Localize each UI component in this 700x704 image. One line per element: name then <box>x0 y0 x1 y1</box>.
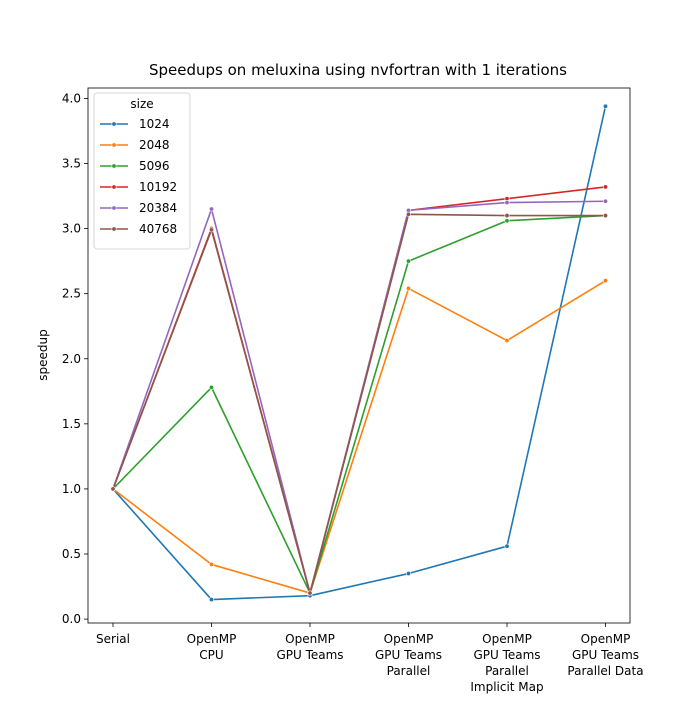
plot-area: 0.0 0.5 1.0 1.5 2.0 2.5 3.0 3.5 4.0 Serial OpenMP C… <box>62 87 644 694</box>
series-line-5096 <box>112 214 606 594</box>
x-tick-label: OpenMP GPU Teams Parallel Data <box>567 632 643 678</box>
data-point-1024 <box>504 543 510 549</box>
legend-marker-5096 <box>111 163 117 169</box>
y-tick-label: 3.5 <box>62 156 81 170</box>
data-point-20384 <box>602 198 608 204</box>
legend-label-40768: 40768 <box>139 222 177 236</box>
data-point-1024 <box>405 571 411 577</box>
axes-frame <box>87 87 631 624</box>
x-tick-label: OpenMP GPU Teams Parallel Implicit Map <box>470 632 543 694</box>
x-tick-label-line: OpenMP <box>285 632 335 646</box>
data-point-40768 <box>504 213 510 219</box>
series-line-1024 <box>112 106 607 601</box>
data-point-20384 <box>209 206 215 212</box>
x-tick-label-line: OpenMP <box>581 632 631 646</box>
x-tick-label: Serial <box>96 632 130 646</box>
data-point-2048 <box>504 338 510 344</box>
y-tick-label: 0.5 <box>62 547 81 561</box>
x-tick-label: OpenMP CPU <box>187 632 237 662</box>
x-tick-label-line: GPU Teams <box>572 648 639 662</box>
legend-label-2048: 2048 <box>139 138 170 152</box>
legend-label-20384: 20384 <box>139 201 177 215</box>
data-point-2048 <box>405 285 411 291</box>
legend-marker-1024 <box>111 121 117 127</box>
legend-marker-20384 <box>111 205 117 211</box>
data-point-2048 <box>209 561 215 567</box>
data-point-20384 <box>504 200 510 206</box>
data-point-10192 <box>602 184 608 190</box>
legend-box <box>93 92 191 250</box>
legend-title: size <box>130 97 153 111</box>
x-tick-label-line: GPU Teams <box>276 648 343 662</box>
x-tick-label-line: OpenMP <box>482 632 532 646</box>
chart-title: Speedups on meluxina using nvfortran wit… <box>149 61 567 79</box>
x-tick-label-line: CPU <box>199 648 223 662</box>
legend-marker-2048 <box>111 142 117 148</box>
y-tick-label: 4.0 <box>62 91 81 105</box>
data-point-1024 <box>209 597 215 603</box>
x-tick-label-line: Parallel Data <box>567 664 643 678</box>
x-tick-label-line: OpenMP <box>187 632 237 646</box>
x-tick-label-line: Serial <box>96 632 130 646</box>
data-point-40768 <box>602 213 608 219</box>
y-tick-label: 0.0 <box>62 612 81 626</box>
x-tick-label-line: Parallel <box>387 664 431 678</box>
x-tick-label-line: OpenMP <box>384 632 434 646</box>
x-tick-label-line: GPU Teams <box>375 648 442 662</box>
legend-label-10192: 10192 <box>139 180 177 194</box>
data-point-2048 <box>602 278 608 284</box>
series-line-2048 <box>112 279 606 594</box>
data-point-5096 <box>405 258 411 264</box>
x-tick-label-line: Implicit Map <box>470 680 543 694</box>
legend-label-5096: 5096 <box>139 159 170 173</box>
y-tick-label: 2.0 <box>62 352 81 366</box>
legend-marker-40768 <box>111 226 117 232</box>
legend: size 1024 2048 5096 10192 20384 40768 <box>93 92 191 250</box>
data-point-40768 <box>405 211 411 217</box>
data-point-40768 <box>209 227 215 233</box>
x-tick-label-line: GPU Teams <box>473 648 540 662</box>
data-point-40768 <box>110 486 116 492</box>
y-tick-label: 1.0 <box>62 482 81 496</box>
legend-marker-10192 <box>111 184 117 190</box>
y-tick-label: 2.5 <box>62 287 81 301</box>
y-axis-label: speedup <box>36 329 50 380</box>
y-tick-label: 3.0 <box>62 222 81 236</box>
data-point-1024 <box>602 103 608 109</box>
data-point-5096 <box>209 384 215 390</box>
data-point-40768 <box>307 590 313 596</box>
data-point-5096 <box>504 218 510 224</box>
y-tick-label: 1.5 <box>62 417 81 431</box>
series-line-40768 <box>112 213 606 594</box>
x-tick-label: OpenMP GPU Teams <box>276 632 343 662</box>
legend-label-1024: 1024 <box>139 117 170 131</box>
x-tick-label-line: Parallel <box>485 664 529 678</box>
x-tick-label: OpenMP GPU Teams Parallel <box>375 632 442 678</box>
